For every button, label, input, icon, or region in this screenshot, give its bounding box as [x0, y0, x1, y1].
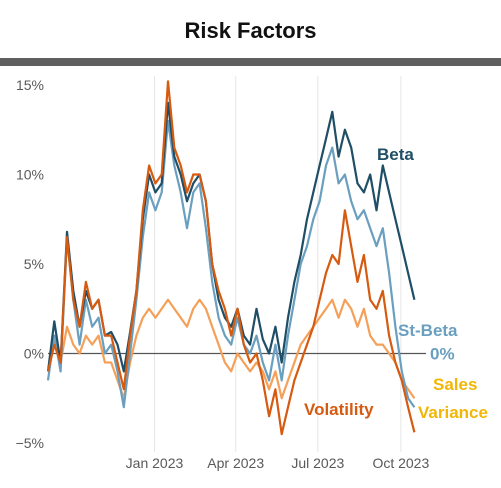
zero-line-label: 0% [430, 345, 455, 364]
title-divider [0, 58, 501, 66]
y-tick-label: 0% [24, 346, 44, 362]
series-label-st-beta: St-Beta [398, 321, 458, 340]
series-label-sales-variance: Sales [433, 375, 477, 394]
y-tick-label: 10% [16, 166, 44, 182]
gridlines [153, 76, 402, 452]
series-line-sales-variance [46, 298, 416, 400]
series-lines [46, 80, 416, 436]
y-tick-label: 15% [16, 77, 44, 93]
x-tick-label: Oct 2023 [372, 455, 429, 471]
series-labels: Beta St-Beta Volatility Sales Variance 0% [304, 145, 488, 422]
series-line-volatility [46, 80, 416, 436]
x-tick-label: Jan 2023 [126, 455, 184, 471]
chart-title: Risk Factors [184, 18, 317, 43]
y-tick-label: 5% [24, 256, 44, 272]
x-tick-label: Apr 2023 [207, 455, 264, 471]
y-tick-label: −5% [16, 435, 44, 451]
series-label-beta: Beta [377, 145, 414, 164]
series-label-volatility: Volatility [304, 400, 374, 419]
series-label-sales-variance: Variance [418, 403, 488, 422]
series-line-st-beta [46, 119, 416, 409]
x-tick-label: Jul 2023 [291, 455, 344, 471]
series-line-beta [46, 101, 416, 373]
